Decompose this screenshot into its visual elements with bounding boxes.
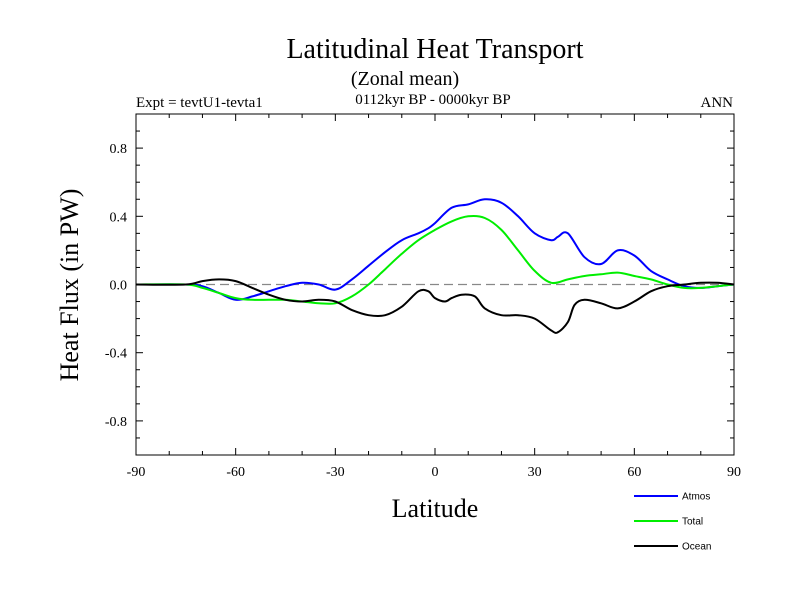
x-axis-label: Latitude <box>392 494 479 523</box>
x-tick-label: 0 <box>432 465 439 480</box>
y-tick-label: 0.4 <box>110 210 128 225</box>
period-label: 0112kyr BP - 0000kyr BP <box>355 92 511 108</box>
x-tick-label: -90 <box>127 465 146 480</box>
series-line-total <box>135 214 735 305</box>
x-tick-label: -30 <box>326 465 345 480</box>
series-line-atmos <box>135 198 735 301</box>
y-axis-label: Heat Flux (in PW) <box>55 189 84 382</box>
legend: Atmos Total Ocean <box>634 492 711 553</box>
legend-label-ocean: Ocean <box>682 542 711 553</box>
legend-label-total: Total <box>682 517 703 528</box>
season-label: ANN <box>701 95 734 111</box>
experiment-label: Expt = tevtU1-tevta1 <box>136 95 263 111</box>
x-tick-label: -60 <box>226 465 245 480</box>
y-tick-label: 0.8 <box>110 142 128 157</box>
y-tick-label: 0.0 <box>110 279 128 294</box>
x-tick-label: 30 <box>528 465 542 480</box>
chart-title: Latitudinal Heat Transport <box>286 34 583 65</box>
x-tick-label: 60 <box>627 465 641 480</box>
y-tick-label: -0.8 <box>105 415 127 430</box>
plot-area: -90 -60 -30 0 30 60 90 -0.8 -0.4 0.0 0.4 0.8 <box>105 113 741 480</box>
x-tick-label: 90 <box>727 465 741 480</box>
chart-subtitle: (Zonal mean) <box>351 68 459 90</box>
y-tick-label: -0.4 <box>105 347 127 362</box>
series-line-ocean <box>135 278 735 334</box>
legend-label-atmos: Atmos <box>682 492 710 503</box>
